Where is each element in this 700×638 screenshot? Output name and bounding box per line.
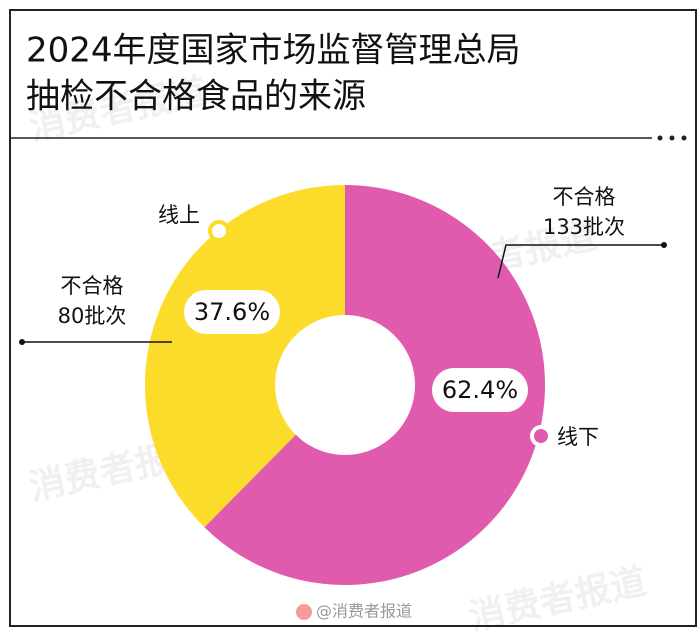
value-label-bg xyxy=(432,368,528,412)
value-label: 37.6% xyxy=(194,298,270,326)
chart-title: 2024年度国家市场监督管理总局 xyxy=(26,31,521,71)
annotation: 80批次 xyxy=(58,304,127,328)
donut-segment xyxy=(144,185,345,528)
value-label: 62.4% xyxy=(442,376,518,404)
annotation: 133批次 xyxy=(543,215,625,239)
credit-icon xyxy=(296,604,312,620)
donut-segment xyxy=(204,185,545,585)
annotation: 不合格 xyxy=(553,185,616,209)
leader-line xyxy=(497,244,664,279)
leader-dot xyxy=(661,242,667,248)
donut: 37.6% 62.4% xyxy=(144,185,545,585)
value-label-bg xyxy=(184,290,280,334)
category-label: 线上 xyxy=(158,203,200,227)
category-label: 线下 xyxy=(557,425,599,449)
category-marker xyxy=(530,425,552,447)
annotation: 不合格 xyxy=(61,274,124,298)
leader-dot xyxy=(19,339,25,345)
category-marker xyxy=(208,220,230,242)
chart-title: 抽检不合格食品的来源 xyxy=(26,77,366,117)
dots xyxy=(657,135,687,141)
credit: @消费者报道 xyxy=(316,602,412,621)
overlay: 不合格 80批次 不合格 133批次 线上 线下 @消费者报道 xyxy=(19,185,667,621)
